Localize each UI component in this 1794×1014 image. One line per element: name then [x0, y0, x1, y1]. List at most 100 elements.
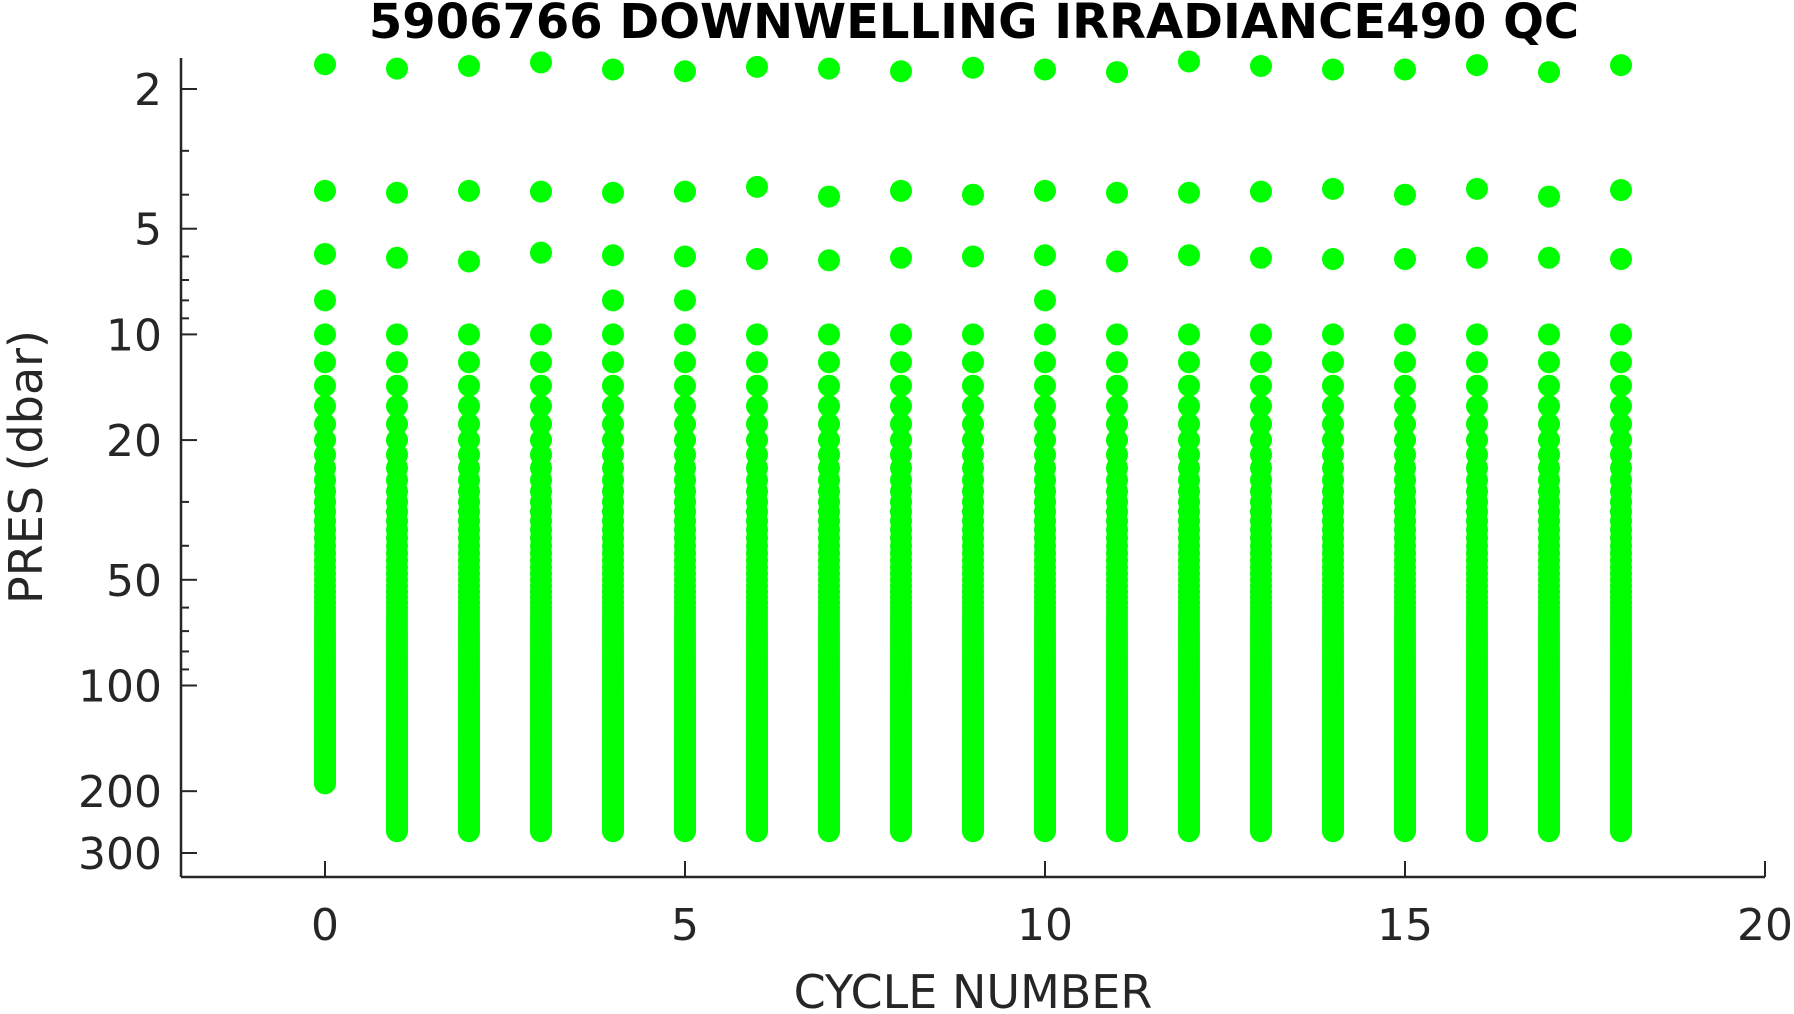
data-point	[1538, 185, 1560, 208]
data-point	[386, 413, 408, 436]
data-point	[818, 413, 840, 436]
data-point	[1394, 820, 1416, 843]
data-point	[386, 181, 408, 204]
data-point	[1322, 413, 1344, 436]
data-point	[1178, 181, 1200, 204]
x-axis-label: CYCLE NUMBER	[794, 965, 1153, 1014]
cycle-profile	[1610, 54, 1632, 843]
data-point	[1250, 180, 1272, 203]
data-point	[1610, 179, 1632, 202]
data-point	[1538, 413, 1560, 436]
data-point	[890, 60, 912, 83]
data-point	[458, 351, 480, 374]
data-point	[1034, 351, 1056, 374]
data-point	[1466, 395, 1488, 418]
data-point	[458, 413, 480, 436]
data-point	[1034, 179, 1056, 202]
data-point	[962, 323, 984, 346]
data-point	[674, 180, 696, 203]
data-point	[1034, 323, 1056, 346]
data-point	[746, 55, 768, 78]
data-point	[314, 242, 336, 265]
data-point	[1610, 820, 1632, 843]
data-point	[530, 395, 552, 418]
data-point	[458, 179, 480, 202]
data-point	[818, 820, 840, 843]
data-point	[1250, 323, 1272, 346]
cycle-profile	[1178, 50, 1200, 843]
data-point	[818, 185, 840, 208]
data-point	[602, 413, 624, 436]
cycle-profile	[1106, 61, 1128, 843]
data-point	[314, 374, 336, 397]
data-point	[674, 245, 696, 268]
data-point	[746, 413, 768, 436]
data-point	[962, 351, 984, 374]
data-point	[1610, 323, 1632, 346]
cycle-profile	[530, 51, 552, 843]
data-point	[1250, 395, 1272, 418]
data-point	[962, 374, 984, 397]
data-point	[1250, 820, 1272, 843]
data-point	[890, 413, 912, 436]
data-point	[314, 53, 336, 76]
cycle-profile	[746, 55, 768, 843]
data-point	[1178, 50, 1200, 73]
cycle-profile	[1250, 55, 1272, 843]
data-point	[1322, 820, 1344, 843]
y-axis-label: PRES (dbar)	[0, 330, 53, 604]
x-tick-label: 20	[1737, 900, 1793, 951]
data-point	[1250, 246, 1272, 269]
x-axis-ticks: 0 5 10 15 20	[311, 861, 1793, 951]
data-point	[1322, 323, 1344, 346]
data-point	[314, 413, 336, 436]
data-point	[746, 248, 768, 271]
cycle-profile	[962, 56, 984, 843]
data-point	[890, 246, 912, 269]
data-point	[818, 323, 840, 346]
data-point	[674, 395, 696, 418]
data-point	[530, 413, 552, 436]
data-point	[602, 58, 624, 81]
data-point	[746, 374, 768, 397]
data-point	[1106, 395, 1128, 418]
data-point	[1106, 323, 1128, 346]
data-point	[1466, 323, 1488, 346]
data-point	[530, 820, 552, 843]
data-point	[962, 820, 984, 843]
data-point	[1106, 351, 1128, 374]
data-point	[1106, 413, 1128, 436]
data-point	[674, 374, 696, 397]
data-point	[530, 323, 552, 346]
data-point	[386, 395, 408, 418]
data-point	[746, 351, 768, 374]
data-point	[962, 413, 984, 436]
data-point	[314, 289, 336, 312]
data-point	[1034, 820, 1056, 843]
data-point	[530, 374, 552, 397]
data-point	[890, 374, 912, 397]
data-point	[674, 289, 696, 312]
data-point	[530, 51, 552, 74]
cycle-profile	[1034, 58, 1056, 843]
data-point	[1538, 395, 1560, 418]
data-point	[1106, 374, 1128, 397]
data-point	[1106, 820, 1128, 843]
data-point	[602, 289, 624, 312]
data-point	[1106, 61, 1128, 84]
data-point	[1178, 351, 1200, 374]
data-point	[386, 374, 408, 397]
data-point	[674, 820, 696, 843]
data-point	[1610, 248, 1632, 271]
data-point	[674, 351, 696, 374]
data-point	[890, 323, 912, 346]
data-point	[1178, 413, 1200, 436]
data-point	[386, 323, 408, 346]
data-point	[386, 57, 408, 80]
y-tick-label: 2	[134, 65, 162, 116]
data-point	[1394, 374, 1416, 397]
data-point	[1106, 250, 1128, 273]
data-point	[1322, 374, 1344, 397]
data-point	[890, 179, 912, 202]
data-point	[1034, 58, 1056, 81]
